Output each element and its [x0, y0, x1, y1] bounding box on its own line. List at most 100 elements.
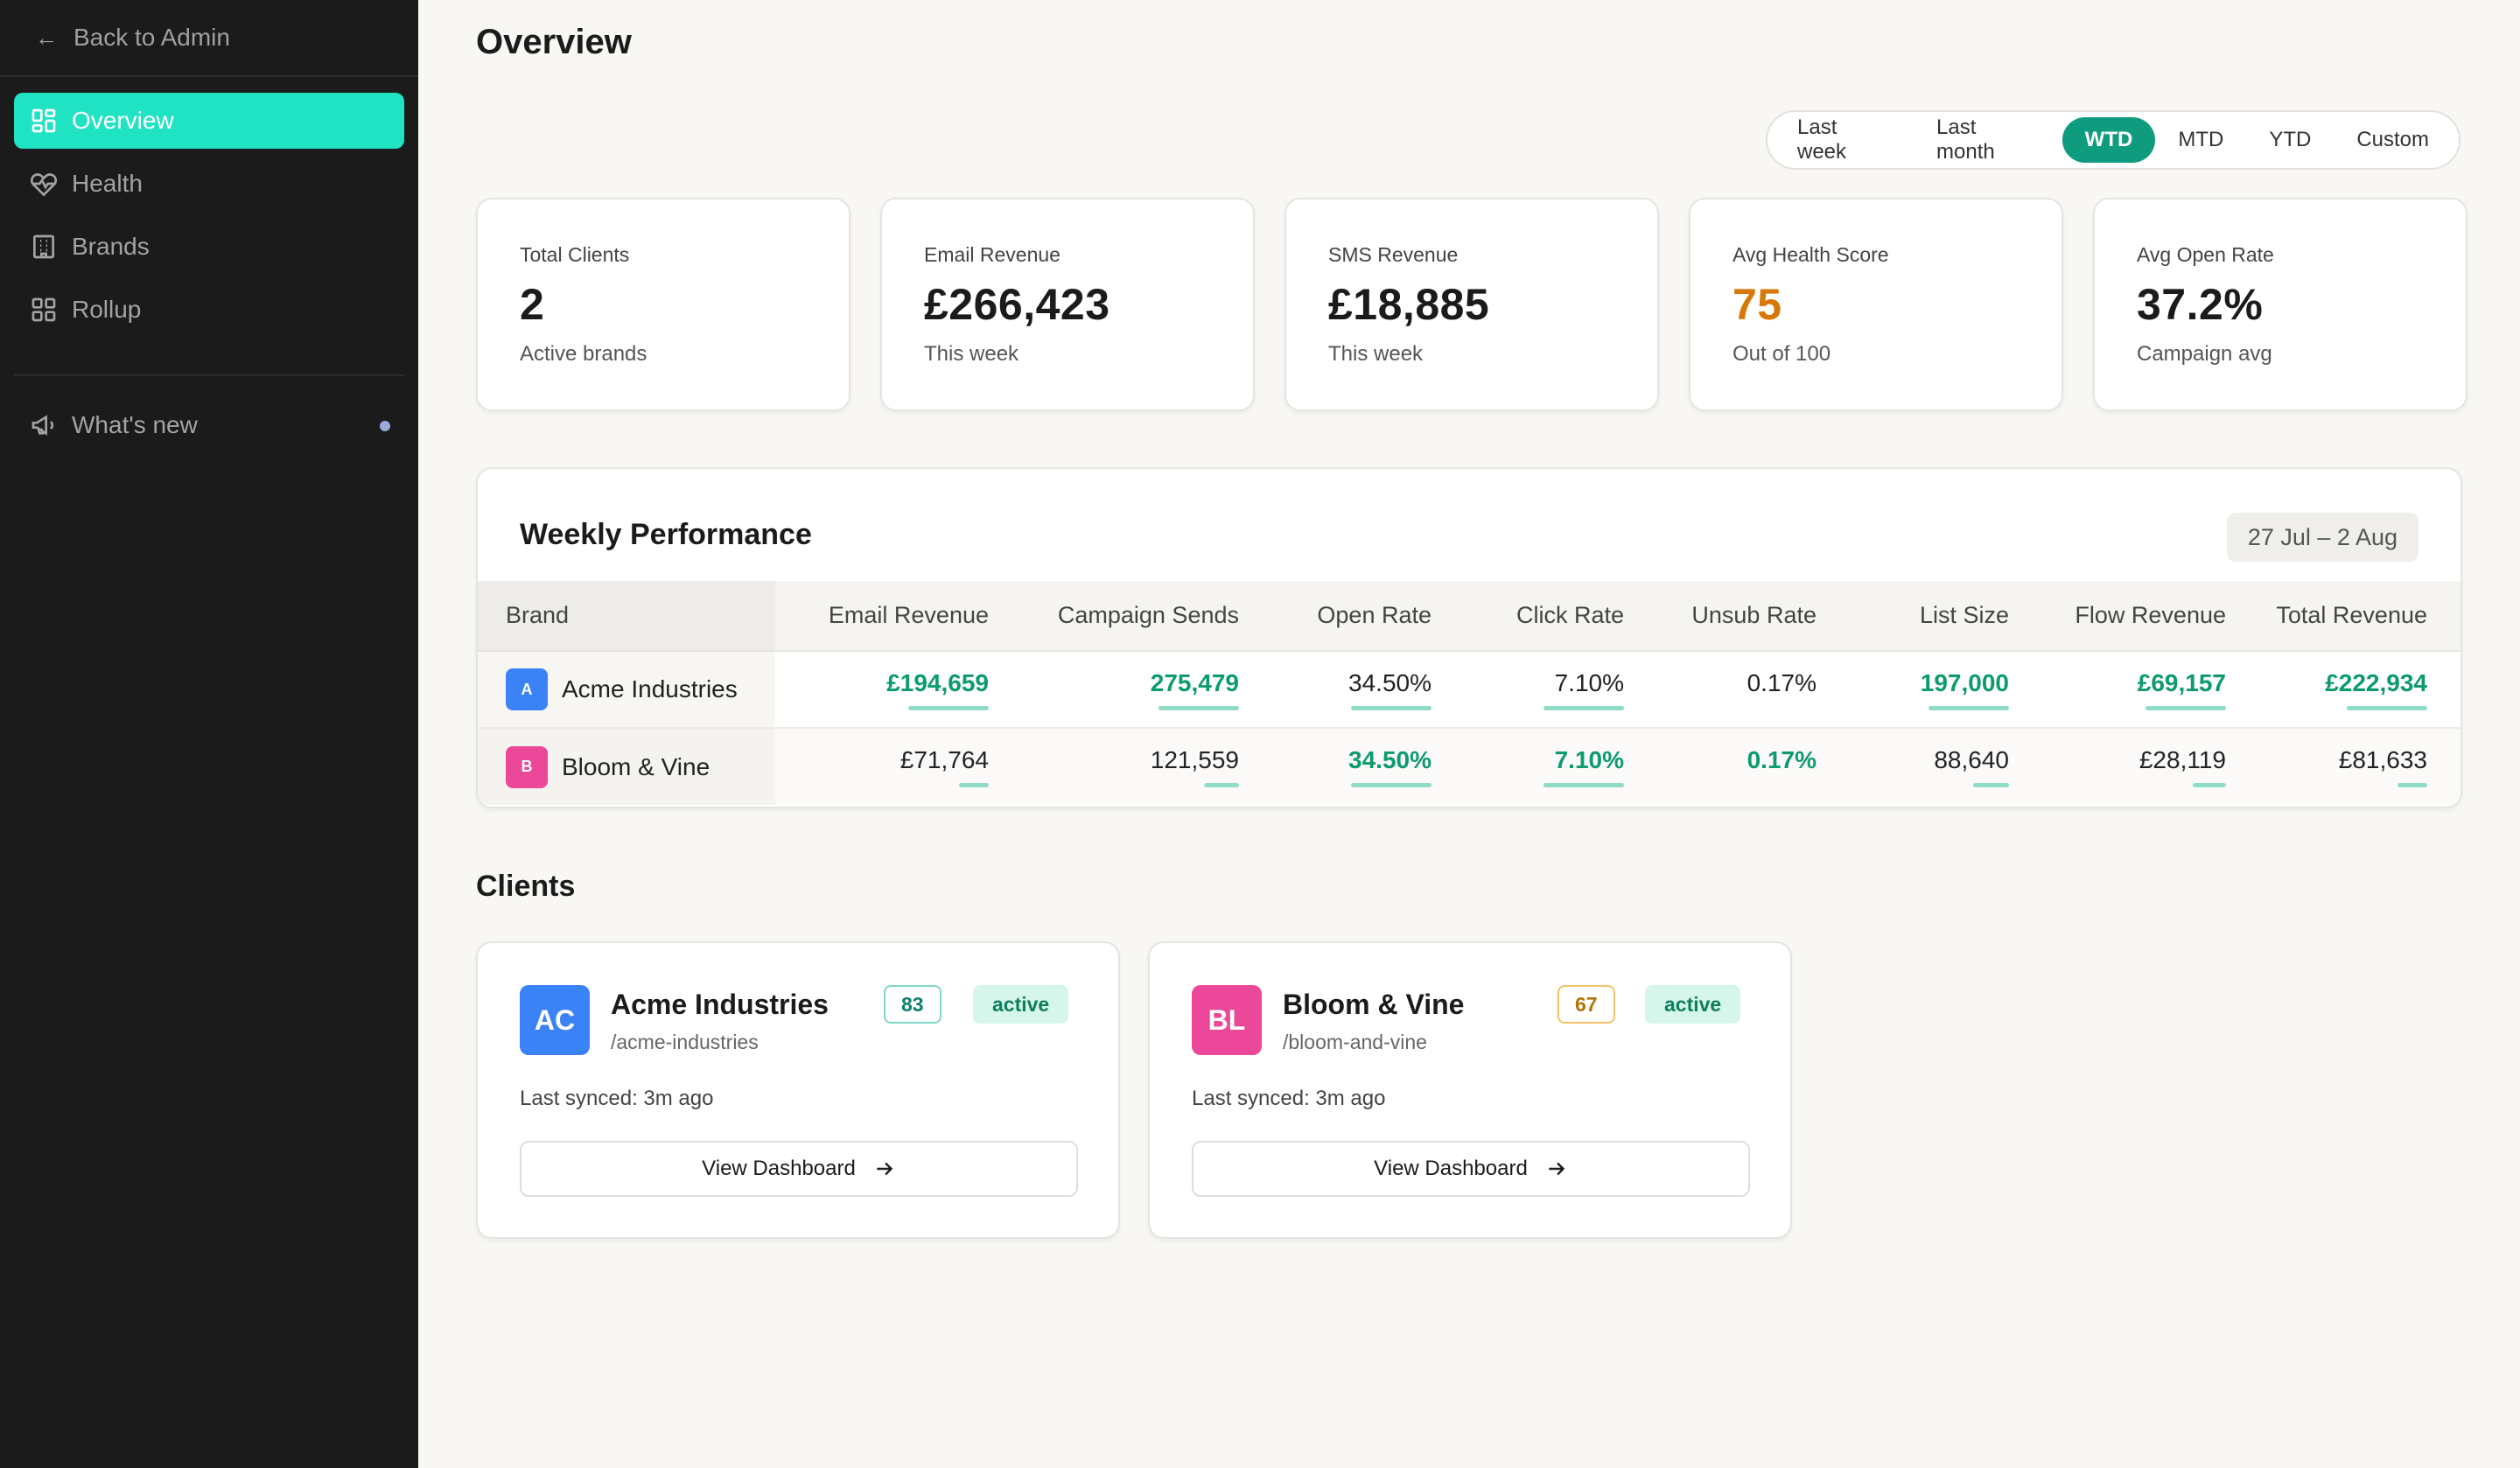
- metric-wrapper: 0.17%: [1747, 669, 1816, 710]
- metric-value: 0.17%: [1746, 668, 1816, 696]
- column-header[interactable]: Unsub Rate: [1661, 581, 1853, 652]
- client-card-acme: AC Acme Industries /acme-industries 83 a…: [476, 941, 1120, 1239]
- kpi-label: Avg Open Rate: [2137, 243, 2274, 266]
- sidebar-nav: Overview Health Brands Rollup: [0, 77, 418, 338]
- last-synced-text: Last synced: 3m ago: [520, 1087, 714, 1110]
- metric-wrapper: £194,659: [886, 669, 989, 710]
- view-dashboard-label: View Dashboard: [702, 1157, 856, 1180]
- metric-wrapper: 197,000: [1921, 669, 2009, 710]
- metric-wrapper: £69,157: [2138, 669, 2226, 710]
- tab-last-week[interactable]: Last week: [1797, 115, 1847, 164]
- metric-cell: 197,000: [1853, 651, 2046, 729]
- metric-value: £71,764: [900, 746, 989, 773]
- metric-cell: 34.50%: [1276, 651, 1468, 729]
- metric-cell: £69,157: [2046, 651, 2263, 729]
- metric-cell: 0.17%: [1661, 728, 1853, 805]
- table-row[interactable]: A Acme Industries £194,659 275,479 34.50% 7.1…: [478, 651, 2460, 729]
- metric-cell: 275,479: [1026, 651, 1276, 729]
- metric-value: £69,157: [2137, 668, 2226, 696]
- kpi-card-avg-open-rate: Avg Open Rate 37.2% Campaign avg: [2093, 198, 2468, 411]
- metric-value: 34.50%: [1348, 668, 1432, 696]
- kpi-label: Email Revenue: [924, 243, 1060, 266]
- metric-bar: [1158, 705, 1239, 710]
- sidebar-item-health[interactable]: Health: [14, 156, 404, 212]
- metric-value: 121,559: [1150, 746, 1239, 773]
- column-header[interactable]: Flow Revenue: [2046, 581, 2263, 652]
- metric-bar: [2146, 705, 2226, 710]
- sidebar-item-label: What's new: [72, 411, 198, 438]
- kpi-subtitle: Campaign avg: [2137, 342, 2272, 366]
- table-header-row: Brand Email Revenue Campaign Sends Open Rat…: [478, 581, 2460, 652]
- view-dashboard-button[interactable]: View Dashboard: [1192, 1141, 1750, 1197]
- client-slug: /bloom-and-vine: [1283, 1031, 1427, 1053]
- kpi-value: £18,885: [1328, 280, 1490, 329]
- column-header[interactable]: Brand: [478, 581, 775, 652]
- sidebar-item-label: Overview: [72, 107, 174, 134]
- tab-wtd[interactable]: WTD: [2062, 117, 2156, 163]
- kpi-card-email-revenue: Email Revenue £266,423 This week: [880, 198, 1255, 411]
- metric-value: 275,479: [1150, 668, 1239, 696]
- arrow-right-icon: [877, 1162, 893, 1176]
- metric-cell: £28,119: [2046, 728, 2263, 805]
- column-header[interactable]: List Size: [1853, 581, 2046, 652]
- metric-cell: £222,934: [2263, 651, 2460, 729]
- column-header[interactable]: Campaign Sends: [1026, 581, 1276, 652]
- metric-cell: 7.10%: [1468, 728, 1661, 805]
- arrow-right-icon: [1549, 1162, 1565, 1176]
- kpi-label: Total Clients: [520, 243, 630, 266]
- kpi-value: 2: [520, 280, 545, 329]
- sidebar-item-rollup[interactable]: Rollup: [14, 282, 404, 338]
- metric-cell: £194,659: [775, 651, 1026, 729]
- metric-value: 7.10%: [1554, 746, 1624, 773]
- column-header[interactable]: Total Revenue: [2263, 581, 2460, 652]
- metric-bar: [1928, 705, 2009, 710]
- brand-badge: A: [506, 668, 548, 710]
- kpi-value: 37.2%: [2137, 280, 2264, 329]
- metric-wrapper: £71,764: [900, 746, 989, 787]
- column-header[interactable]: Open Rate: [1276, 581, 1468, 652]
- metric-bar: [1351, 705, 1432, 710]
- client-name: Bloom & Vine: [1283, 989, 1465, 1020]
- metric-wrapper: 7.10%: [1544, 746, 1624, 787]
- avatar: AC: [520, 985, 590, 1055]
- column-header[interactable]: Email Revenue: [775, 581, 1026, 652]
- back-to-admin-label: Back to Admin: [74, 24, 230, 51]
- sidebar-item-whats-new[interactable]: What's new: [14, 397, 404, 453]
- main-content: Overview Last week Last month WTD MTD YT…: [418, 0, 2520, 1468]
- building-icon: [33, 234, 54, 259]
- kpi-value: 75: [1732, 280, 1782, 329]
- tab-last-month[interactable]: Last month: [1936, 115, 1995, 164]
- kpi-row: Total Clients 2 Active brands Email Reve…: [476, 198, 2468, 411]
- status-badge: active: [1645, 985, 1741, 1024]
- kpi-subtitle: Active brands: [520, 342, 648, 366]
- client-card-bloom: BL Bloom & Vine /bloom-and-vine 67 activ…: [1148, 941, 1792, 1239]
- metric-bar: [908, 705, 989, 710]
- metric-wrapper: 0.17%: [1747, 746, 1816, 787]
- metric-cell: 121,559: [1026, 728, 1276, 805]
- grid-icon: [32, 297, 56, 322]
- back-to-admin-link[interactable]: ← Back to Admin: [0, 0, 418, 77]
- table-row[interactable]: B Bloom & Vine £71,764 121,559 34.50% 7.10% 0.…: [478, 728, 2460, 805]
- sidebar-item-overview[interactable]: Overview: [14, 93, 404, 149]
- metric-cell: 88,640: [1853, 728, 2046, 805]
- sidebar-item-brands[interactable]: Brands: [14, 219, 404, 275]
- tab-mtd[interactable]: MTD: [2178, 128, 2224, 151]
- metric-cell: 34.50%: [1276, 728, 1468, 805]
- kpi-card-sms-revenue: SMS Revenue £18,885 This week: [1284, 198, 1659, 411]
- metric-wrapper: 34.50%: [1348, 746, 1432, 787]
- view-dashboard-label: View Dashboard: [1374, 1157, 1528, 1180]
- metric-bar: [2347, 705, 2427, 710]
- client-slug: /acme-industries: [611, 1031, 759, 1053]
- kpi-subtitle: This week: [1328, 342, 1424, 366]
- metric-bar: [1973, 783, 2009, 787]
- tab-custom[interactable]: Custom: [2356, 128, 2429, 151]
- column-header[interactable]: Click Rate: [1468, 581, 1661, 652]
- brand-wrapper: B Bloom & Vine: [506, 745, 738, 788]
- metric-wrapper: 121,559: [1151, 746, 1239, 787]
- megaphone-icon: [32, 415, 54, 436]
- metric-wrapper: 34.50%: [1348, 669, 1432, 710]
- view-dashboard-button[interactable]: View Dashboard: [520, 1141, 1078, 1197]
- metric-value: £222,934: [2325, 668, 2427, 696]
- tab-ytd[interactable]: YTD: [2269, 128, 2312, 151]
- health-score-badge: 67: [1558, 985, 1615, 1024]
